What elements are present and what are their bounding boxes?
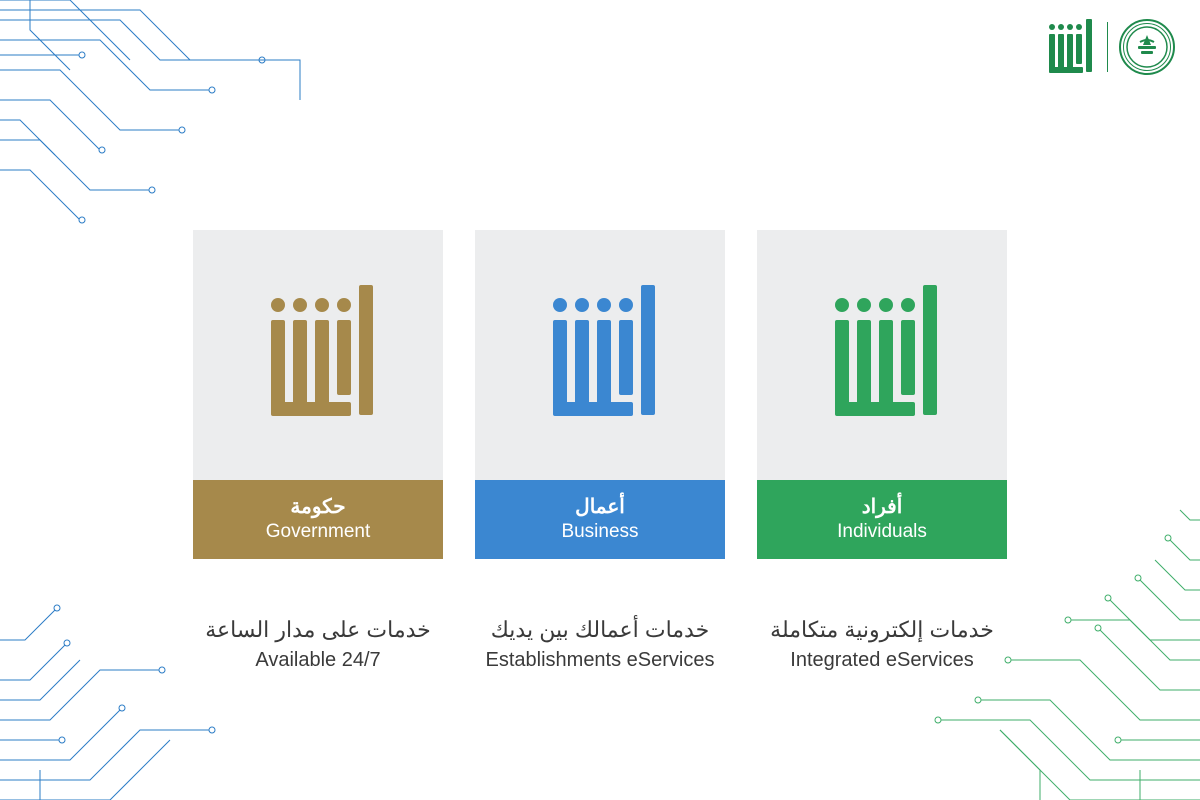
business-title-en: Business xyxy=(475,521,725,543)
individuals-card[interactable]: أفراد Individuals خدمات إلكترونية متكامل… xyxy=(757,230,1007,672)
absher-business-icon xyxy=(540,280,660,430)
absher-logo-icon xyxy=(1045,19,1097,75)
individuals-sub-ar: خدمات إلكترونية متكاملة xyxy=(770,617,994,643)
individuals-card-top xyxy=(757,230,1007,480)
absher-government-icon xyxy=(258,280,378,430)
individuals-sub-en: Integrated eServices xyxy=(770,649,994,672)
government-card-band: حكومة Government xyxy=(193,480,443,559)
government-card-top xyxy=(193,230,443,480)
circuit-decoration-top-left xyxy=(0,0,320,260)
government-sub-ar: خدمات على مدار الساعة xyxy=(205,617,431,643)
government-subtitle: خدمات على مدار الساعة Available 24/7 xyxy=(205,617,431,672)
government-sub-en: Available 24/7 xyxy=(205,649,431,672)
government-title-en: Government xyxy=(193,521,443,543)
business-sub-ar: خدمات أعمالك بين يديك xyxy=(486,617,715,643)
header-logos xyxy=(1045,18,1176,76)
absher-individuals-icon xyxy=(822,280,942,430)
individuals-title-ar: أفراد xyxy=(757,494,1007,519)
header-divider xyxy=(1107,22,1108,72)
service-cards: حكومة Government خدمات على مدار الساعة A… xyxy=(193,230,1007,672)
individuals-subtitle: خدمات إلكترونية متكاملة Integrated eServ… xyxy=(770,617,994,672)
saudi-emblem-icon xyxy=(1118,18,1176,76)
business-card-band: أعمال Business xyxy=(475,480,725,559)
government-card[interactable]: حكومة Government خدمات على مدار الساعة A… xyxy=(193,230,443,672)
business-card[interactable]: أعمال Business خدمات أعمالك بين يديك Est… xyxy=(475,230,725,672)
individuals-title-en: Individuals xyxy=(757,521,1007,543)
business-sub-en: Establishments eServices xyxy=(486,649,715,672)
government-title-ar: حكومة xyxy=(193,494,443,519)
business-title-ar: أعمال xyxy=(475,494,725,519)
business-card-top xyxy=(475,230,725,480)
business-subtitle: خدمات أعمالك بين يديك Establishments eSe… xyxy=(486,617,715,672)
individuals-card-band: أفراد Individuals xyxy=(757,480,1007,559)
